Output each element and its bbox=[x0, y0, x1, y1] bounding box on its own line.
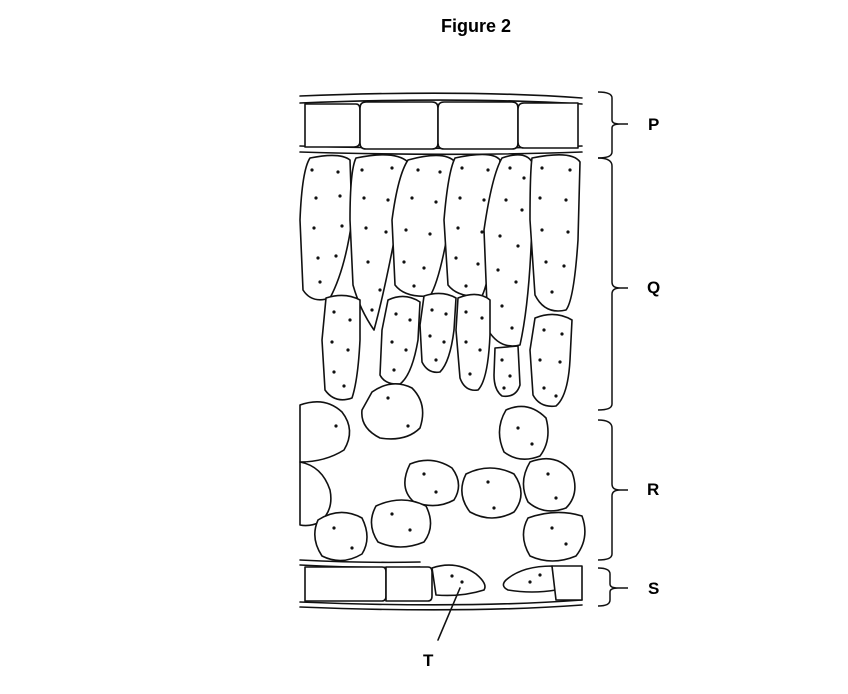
spongy-cell bbox=[498, 405, 549, 460]
upper-epidermis bbox=[299, 92, 583, 156]
spongy-cell bbox=[361, 383, 424, 440]
guard-cell bbox=[431, 564, 486, 597]
palisade-cell bbox=[419, 292, 457, 374]
brace-q bbox=[597, 157, 628, 411]
label-p: P bbox=[648, 115, 660, 134]
label-r: R bbox=[647, 480, 660, 499]
epidermis-cell bbox=[517, 102, 579, 149]
spongy-cell bbox=[404, 459, 460, 507]
epidermis-cell bbox=[385, 566, 433, 602]
spongy-layer bbox=[299, 383, 586, 562]
palisade-cell bbox=[455, 293, 491, 392]
spongy-cell bbox=[522, 457, 576, 512]
palisade-cell bbox=[321, 294, 361, 401]
palisade-cell bbox=[299, 154, 353, 301]
epidermis-cell bbox=[359, 101, 439, 150]
figure-title: Figure 2 bbox=[440, 16, 511, 36]
palisade-cell bbox=[379, 295, 421, 385]
spongy-cell bbox=[299, 461, 332, 527]
label-t: T bbox=[423, 651, 434, 670]
palisade-cell bbox=[483, 154, 533, 347]
palisade-cell bbox=[493, 345, 521, 398]
label-s: S bbox=[648, 579, 660, 598]
epidermis-cell bbox=[551, 565, 583, 601]
epidermis-cell bbox=[304, 103, 361, 148]
chloroplasts bbox=[310, 166, 572, 398]
epidermis-cell bbox=[437, 101, 519, 150]
spongy-cell bbox=[522, 511, 586, 562]
pointer-line-t bbox=[437, 587, 461, 641]
palisade-cell bbox=[529, 313, 573, 408]
palisade-cell bbox=[529, 154, 581, 312]
lower-epidermis bbox=[299, 559, 583, 611]
spongy-cell bbox=[314, 511, 368, 562]
brace-p bbox=[597, 91, 628, 159]
guard-cell bbox=[502, 565, 557, 593]
palisade-layer bbox=[299, 153, 581, 408]
spongy-cell bbox=[299, 400, 351, 463]
brace-r bbox=[597, 419, 628, 561]
spongy-cell bbox=[461, 467, 522, 519]
brace-s bbox=[597, 567, 628, 607]
label-q: Q bbox=[647, 278, 661, 297]
epidermis-cell bbox=[304, 566, 387, 602]
spongy-cell bbox=[370, 499, 432, 548]
